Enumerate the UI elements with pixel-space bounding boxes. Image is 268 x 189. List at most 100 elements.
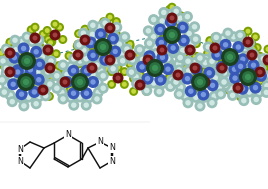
Circle shape [3, 46, 9, 52]
Circle shape [42, 43, 53, 54]
Circle shape [237, 52, 243, 57]
Circle shape [9, 52, 20, 64]
Circle shape [34, 49, 39, 54]
Circle shape [237, 53, 249, 65]
Circle shape [114, 39, 125, 50]
Circle shape [224, 70, 233, 79]
Circle shape [242, 49, 247, 54]
Text: N: N [109, 143, 115, 153]
Circle shape [167, 74, 178, 85]
Circle shape [42, 67, 53, 78]
Circle shape [158, 27, 163, 32]
Circle shape [91, 94, 102, 105]
Circle shape [176, 79, 185, 88]
Circle shape [55, 70, 64, 79]
Circle shape [200, 57, 211, 68]
Circle shape [68, 65, 80, 77]
Circle shape [222, 28, 233, 39]
Circle shape [236, 86, 240, 91]
Circle shape [46, 37, 50, 42]
Circle shape [244, 38, 255, 49]
Circle shape [182, 75, 187, 81]
Circle shape [12, 61, 21, 70]
Circle shape [211, 57, 220, 66]
Circle shape [125, 50, 136, 60]
Circle shape [222, 67, 233, 78]
Circle shape [117, 41, 122, 47]
Circle shape [51, 83, 62, 94]
Circle shape [46, 38, 55, 47]
Circle shape [80, 65, 92, 77]
Circle shape [154, 51, 159, 56]
Circle shape [234, 60, 247, 72]
Circle shape [39, 76, 45, 82]
Circle shape [146, 57, 150, 63]
Circle shape [74, 60, 83, 68]
Circle shape [12, 37, 18, 43]
Circle shape [105, 66, 110, 71]
Circle shape [37, 62, 42, 67]
Circle shape [224, 51, 236, 63]
Circle shape [57, 72, 62, 77]
Circle shape [149, 42, 160, 53]
Circle shape [100, 57, 111, 68]
Circle shape [179, 39, 188, 48]
Circle shape [141, 85, 152, 96]
Circle shape [191, 73, 209, 91]
Circle shape [37, 74, 48, 85]
Circle shape [168, 11, 173, 17]
Circle shape [180, 25, 185, 30]
Circle shape [36, 37, 42, 43]
Circle shape [202, 66, 206, 70]
Circle shape [147, 40, 152, 46]
Circle shape [178, 81, 183, 86]
Circle shape [187, 31, 192, 36]
Circle shape [50, 20, 59, 29]
Circle shape [95, 28, 107, 40]
Circle shape [17, 50, 21, 56]
Circle shape [12, 79, 18, 84]
Circle shape [167, 53, 172, 58]
Circle shape [238, 45, 243, 50]
Circle shape [182, 24, 187, 29]
Circle shape [53, 22, 57, 27]
Circle shape [238, 94, 243, 99]
Circle shape [214, 82, 225, 93]
Circle shape [107, 15, 113, 20]
Circle shape [74, 76, 86, 88]
Circle shape [21, 80, 32, 91]
Circle shape [185, 58, 191, 64]
Circle shape [162, 53, 173, 64]
Circle shape [208, 61, 213, 67]
Circle shape [255, 77, 265, 85]
Circle shape [240, 65, 251, 76]
Circle shape [2, 89, 7, 95]
Circle shape [126, 67, 137, 78]
Circle shape [15, 67, 21, 73]
Circle shape [243, 53, 249, 59]
Circle shape [192, 39, 201, 48]
Circle shape [258, 66, 263, 71]
Circle shape [92, 77, 103, 88]
Circle shape [83, 38, 87, 43]
Circle shape [18, 100, 29, 111]
Circle shape [232, 67, 237, 72]
Circle shape [9, 76, 20, 87]
Circle shape [24, 58, 30, 64]
Circle shape [172, 71, 183, 82]
Circle shape [142, 87, 151, 96]
Circle shape [103, 57, 108, 63]
Circle shape [166, 12, 177, 23]
Circle shape [93, 74, 98, 79]
Circle shape [226, 72, 231, 77]
Circle shape [239, 46, 250, 57]
Circle shape [15, 92, 26, 103]
Circle shape [211, 94, 217, 99]
Circle shape [6, 51, 17, 62]
Circle shape [219, 66, 225, 70]
Circle shape [27, 58, 38, 69]
Circle shape [84, 61, 95, 72]
Circle shape [191, 64, 203, 75]
Circle shape [90, 79, 96, 85]
Circle shape [219, 55, 225, 60]
